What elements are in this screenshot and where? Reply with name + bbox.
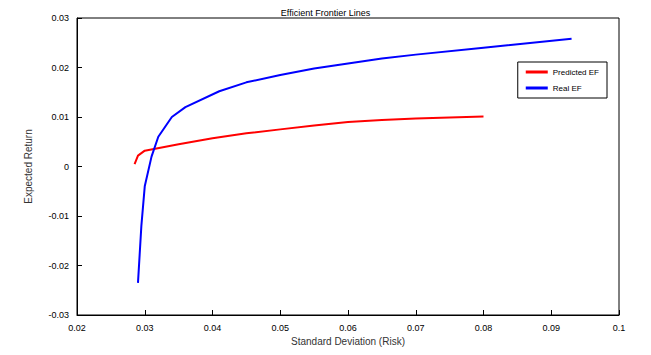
- svg-text:0.03: 0.03: [51, 13, 69, 23]
- svg-text:Predicted EF: Predicted EF: [553, 68, 599, 77]
- svg-text:Real EF: Real EF: [553, 84, 582, 93]
- svg-text:0: 0: [64, 162, 69, 172]
- svg-text:0.04: 0.04: [204, 323, 222, 333]
- svg-text:0.06: 0.06: [339, 323, 357, 333]
- svg-text:Expected Return: Expected Return: [23, 129, 34, 204]
- svg-text:0.08: 0.08: [475, 323, 493, 333]
- svg-text:0.1: 0.1: [613, 323, 626, 333]
- svg-text:0.02: 0.02: [68, 323, 86, 333]
- svg-text:-0.01: -0.01: [48, 211, 69, 221]
- svg-text:0.05: 0.05: [271, 323, 289, 333]
- svg-text:Standard Deviation (Risk): Standard Deviation (Risk): [291, 336, 405, 347]
- svg-text:-0.02: -0.02: [48, 261, 69, 271]
- svg-text:Efficient Frontier Lines: Efficient Frontier Lines: [281, 8, 371, 18]
- svg-text:0.03: 0.03: [136, 323, 154, 333]
- svg-text:0.02: 0.02: [51, 63, 69, 73]
- svg-text:0.09: 0.09: [542, 323, 560, 333]
- svg-text:-0.03: -0.03: [48, 310, 69, 320]
- svg-text:0.07: 0.07: [407, 323, 425, 333]
- svg-text:0.01: 0.01: [51, 112, 69, 122]
